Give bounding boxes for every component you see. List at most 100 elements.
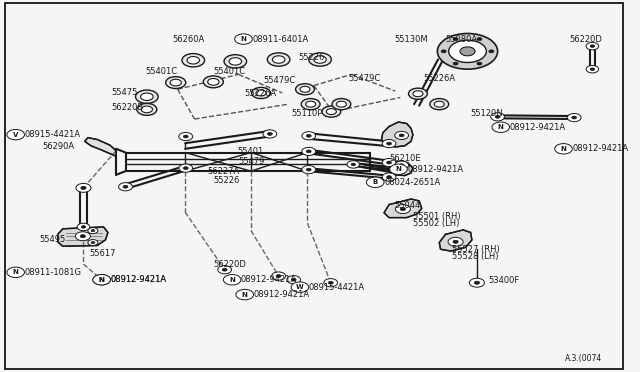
Circle shape	[400, 208, 406, 211]
Text: 56220D: 56220D	[213, 260, 246, 269]
Polygon shape	[388, 161, 413, 176]
Circle shape	[307, 168, 311, 171]
Circle shape	[268, 132, 272, 135]
Text: 08912-9421A: 08912-9421A	[111, 275, 166, 284]
Text: 08912-9421A: 08912-9421A	[509, 123, 566, 132]
Circle shape	[387, 142, 392, 145]
Circle shape	[387, 176, 392, 179]
Circle shape	[76, 232, 90, 241]
Text: 55502 (LH): 55502 (LH)	[413, 219, 460, 228]
Text: 55080A: 55080A	[445, 35, 477, 44]
Text: N: N	[498, 124, 504, 130]
Circle shape	[332, 99, 351, 110]
Circle shape	[474, 281, 479, 284]
Text: 08911-1081G: 08911-1081G	[24, 268, 81, 277]
Circle shape	[91, 230, 95, 232]
Circle shape	[477, 38, 482, 41]
Circle shape	[390, 164, 407, 174]
Circle shape	[235, 34, 252, 44]
Text: 56220B: 56220B	[112, 103, 144, 112]
Text: 55226: 55226	[298, 53, 324, 62]
Circle shape	[399, 164, 404, 167]
Circle shape	[324, 279, 338, 287]
Circle shape	[182, 54, 205, 67]
Text: 55527 (RH): 55527 (RH)	[452, 245, 500, 254]
Circle shape	[449, 40, 486, 62]
Text: 55501 (RH): 55501 (RH)	[413, 212, 461, 221]
Text: 55226A: 55226A	[244, 89, 277, 97]
Circle shape	[170, 79, 181, 86]
Text: 08911-6401A: 08911-6401A	[252, 35, 308, 44]
Circle shape	[93, 275, 111, 285]
Text: 55120N: 55120N	[470, 109, 503, 118]
Circle shape	[7, 267, 24, 278]
Text: 08912-9421A: 08912-9421A	[407, 165, 463, 174]
Circle shape	[77, 223, 90, 231]
Text: 55401C: 55401C	[145, 67, 178, 76]
Circle shape	[179, 164, 193, 172]
Text: N: N	[241, 36, 246, 42]
Circle shape	[141, 106, 152, 113]
Text: 55226: 55226	[213, 176, 240, 185]
Circle shape	[263, 130, 276, 138]
Circle shape	[430, 99, 449, 110]
Circle shape	[453, 240, 458, 243]
Circle shape	[396, 205, 410, 214]
Circle shape	[183, 135, 188, 138]
Circle shape	[222, 268, 227, 271]
Circle shape	[300, 86, 310, 92]
Polygon shape	[84, 138, 116, 156]
Circle shape	[81, 186, 86, 189]
Circle shape	[590, 45, 595, 48]
Circle shape	[302, 166, 316, 174]
Circle shape	[291, 282, 308, 292]
Circle shape	[141, 93, 153, 100]
Text: 08912-9421A: 08912-9421A	[241, 275, 297, 284]
Circle shape	[291, 278, 296, 281]
Circle shape	[314, 56, 326, 63]
Circle shape	[76, 183, 91, 192]
Circle shape	[572, 116, 577, 119]
Circle shape	[307, 134, 311, 137]
Text: 55479: 55479	[239, 157, 265, 166]
Circle shape	[586, 42, 598, 50]
Circle shape	[88, 228, 98, 234]
Circle shape	[307, 150, 311, 153]
Circle shape	[395, 161, 408, 169]
Circle shape	[495, 115, 500, 118]
Text: 08024-2651A: 08024-2651A	[384, 178, 440, 187]
Circle shape	[276, 275, 281, 278]
Text: 53400F: 53400F	[488, 276, 520, 285]
Text: 56227A: 56227A	[207, 167, 239, 176]
Circle shape	[80, 235, 86, 238]
Circle shape	[392, 166, 404, 173]
Text: 55479C: 55479C	[348, 74, 381, 83]
Circle shape	[413, 91, 423, 97]
Text: 55528 (LH): 55528 (LH)	[452, 252, 499, 261]
Circle shape	[208, 78, 219, 85]
Text: 56290A: 56290A	[43, 142, 75, 151]
Text: 55130M: 55130M	[394, 35, 428, 44]
Circle shape	[351, 163, 355, 166]
Text: 55226A: 55226A	[424, 74, 456, 83]
Text: W: W	[296, 284, 304, 290]
Text: 55110P: 55110P	[292, 109, 323, 118]
Circle shape	[236, 289, 253, 300]
Text: A.3.(0074: A.3.(0074	[565, 355, 602, 363]
Circle shape	[328, 281, 333, 284]
Circle shape	[166, 77, 186, 89]
Text: 55401: 55401	[237, 147, 264, 156]
Circle shape	[435, 101, 444, 107]
Circle shape	[306, 101, 316, 107]
Circle shape	[382, 140, 396, 148]
Circle shape	[555, 144, 572, 154]
Circle shape	[229, 58, 241, 65]
Circle shape	[91, 241, 95, 244]
Text: 08912-9421A: 08912-9421A	[111, 275, 166, 284]
Text: 55479C: 55479C	[264, 76, 296, 85]
Text: 56210E: 56210E	[389, 154, 420, 163]
Circle shape	[308, 53, 332, 66]
Circle shape	[223, 275, 241, 285]
Circle shape	[179, 132, 193, 141]
Circle shape	[387, 161, 392, 164]
